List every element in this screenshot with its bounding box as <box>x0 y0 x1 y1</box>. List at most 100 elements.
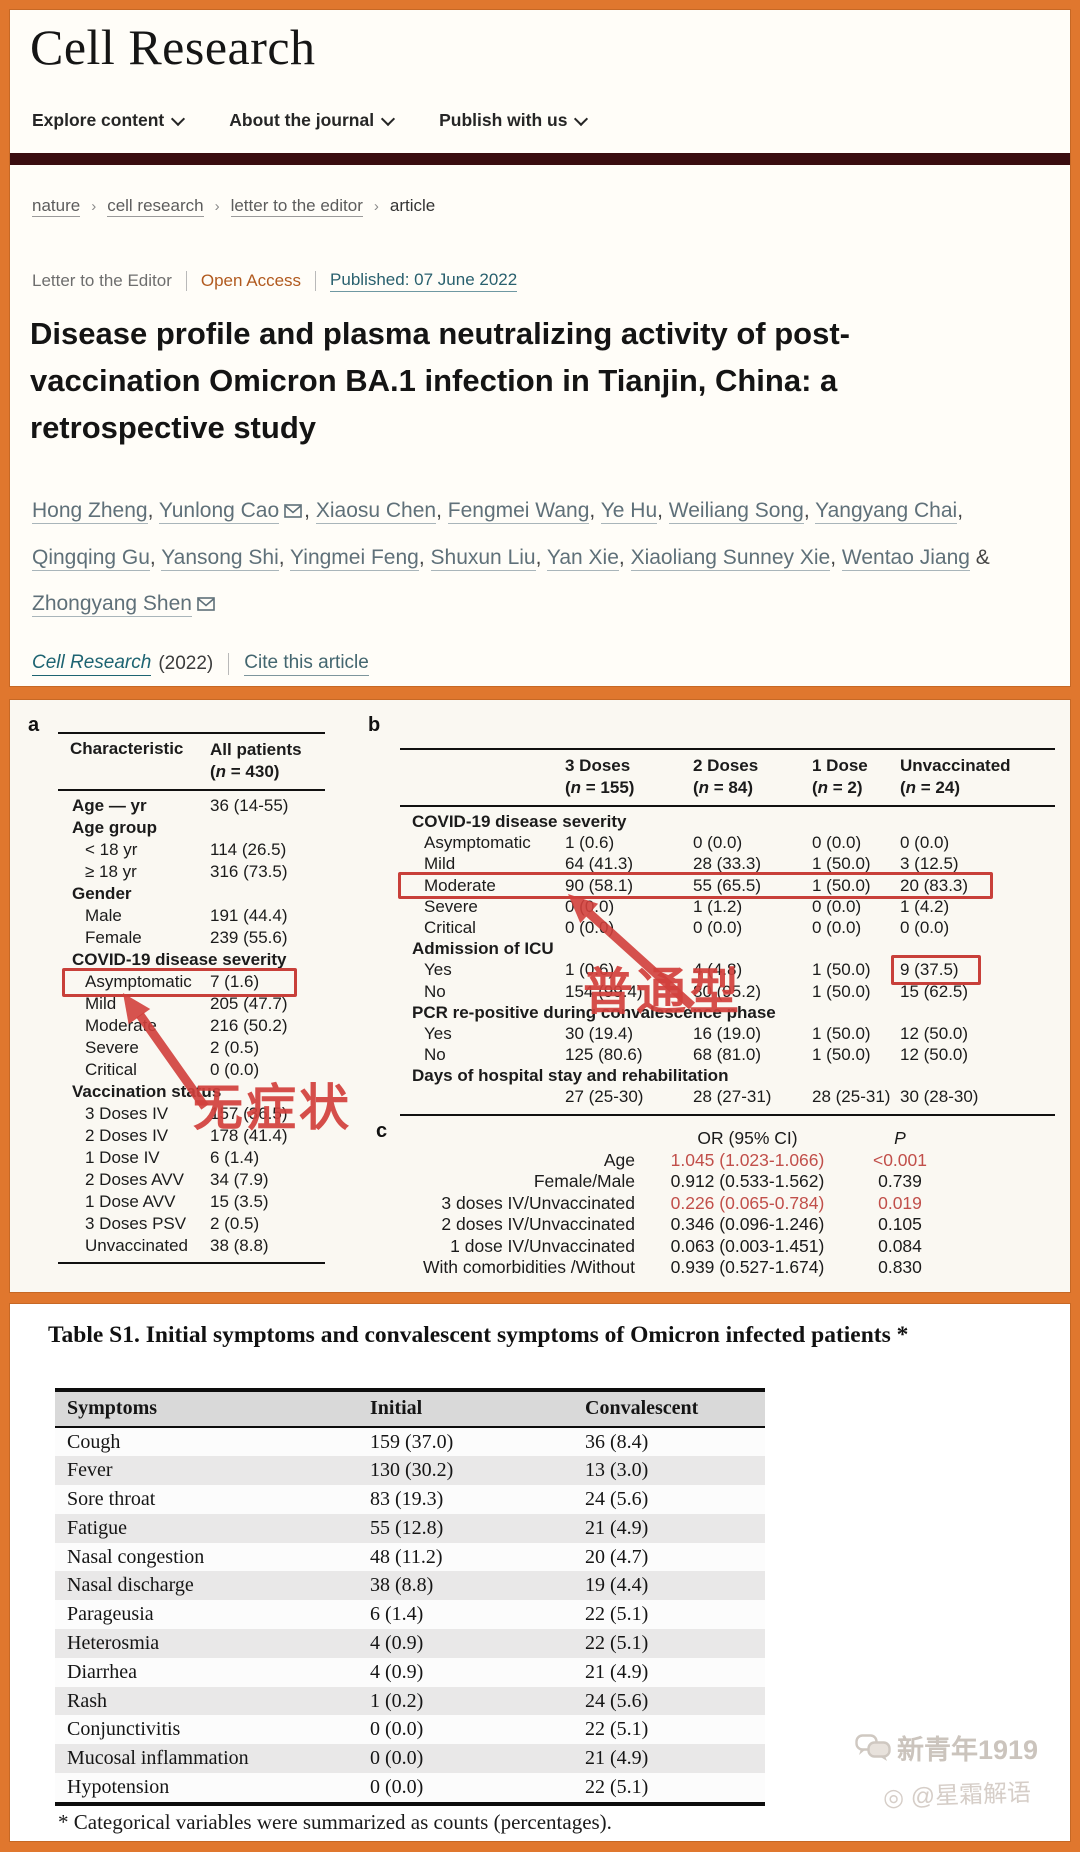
author-link[interactable]: Yunlong Cao <box>158 499 280 524</box>
author-link[interactable]: Zhongyang Shen <box>32 592 192 617</box>
row-label: Male <box>85 906 122 925</box>
cell-value: 36 (8.4) <box>585 1430 649 1453</box>
table-row: Male 191 (44.4) <box>58 905 325 927</box>
author-link[interactable]: Wentao Jiang <box>841 546 970 571</box>
author-link[interactable]: Weiliang Song <box>668 499 804 524</box>
journal-page-panel: Cell Research Explore content About the j… <box>10 10 1070 686</box>
table-row: 2 Doses AVV 34 (7.9) <box>58 1169 325 1191</box>
cell-value: 1 (50.0) <box>812 981 871 1001</box>
author-link[interactable]: Qingqing Gu <box>32 546 150 571</box>
author-link[interactable]: Yingmei Feng <box>290 546 419 571</box>
row-value: 205 (47.7) <box>210 994 288 1013</box>
author-entry: Fengmei Wang, <box>447 499 601 524</box>
symptom-name: Hypotension <box>67 1776 170 1799</box>
header-spacer <box>400 755 565 799</box>
row-label: Critical <box>85 1060 137 1079</box>
author-link[interactable]: Xiaosu Chen <box>315 499 437 524</box>
figure-panel: a b c Characteristic All patients (n = 430… <box>10 700 1070 1292</box>
table-row: Critical 0 (0.0) 0 (0.0) 0 (0.0) 0 (0.0) <box>400 917 1055 938</box>
row-value: 239 (55.6) <box>210 928 288 947</box>
table-b-header: 3 Doses (n = 155) 2 Doses (n = 84) 1 Dose (n … <box>400 750 1055 807</box>
row-label: 2 Doses IV <box>85 1126 169 1145</box>
table-row: Female/Male 0.912 (0.533-1.562) 0.739 <box>395 1171 940 1193</box>
table-row: Nasal discharge 38 (8.8) 19 (4.4) <box>55 1571 765 1601</box>
row-value: 0 (0.0) <box>210 1060 260 1079</box>
column-header-unvaccinated: Unvaccinated (n = 24) <box>900 756 1011 797</box>
citation-divider <box>228 653 230 675</box>
cite-this-article-link[interactable]: Cite this article <box>244 652 369 676</box>
breadcrumb-item-letter-to-the-editor[interactable]: letter to the editor <box>230 196 363 217</box>
breadcrumb-separator: › <box>91 198 97 215</box>
cell-value: 9 (37.5) <box>891 955 1055 985</box>
odds-ratio-table: OR (95% CI) P Age 1.045 (1.023-1.066) <0.001… <box>395 1128 940 1279</box>
row-label: Vaccination status <box>72 1082 222 1101</box>
journal-link[interactable]: Cell Research <box>32 652 152 676</box>
nav-item-explore-content[interactable]: Explore content <box>32 110 186 131</box>
author-link[interactable]: Xiaoliang Sunney Xie <box>630 546 831 571</box>
open-access-label: Open Access <box>200 271 302 290</box>
row-value: 2 (0.5) <box>210 1214 260 1233</box>
cell-value: 0 (0.0) <box>812 896 862 916</box>
cell-value: 28 (33.3) <box>693 854 762 874</box>
supplementary-table-panel: Table S1. Initial symptoms and convalesc… <box>10 1304 1070 1841</box>
cell-value: 15 (62.5) <box>900 981 969 1001</box>
cell-value: 4 (0.9) <box>370 1632 424 1655</box>
row-label <box>400 1086 565 1107</box>
nav-item-publish-with-us[interactable]: Publish with us <box>439 110 589 131</box>
author-link[interactable]: Ye Hu <box>600 499 658 524</box>
cell-value: 80 (95.2) <box>693 981 762 1001</box>
author-link[interactable]: Yansong Shi <box>161 546 279 571</box>
author-entry: Ye Hu, <box>600 499 669 524</box>
symptom-name: Heterosmia <box>67 1632 160 1655</box>
row-label: Female/Male <box>533 1171 635 1191</box>
row-label: Mild <box>424 854 456 874</box>
email-icon[interactable] <box>284 489 302 535</box>
cell-value: 0 (0.0) <box>900 917 950 937</box>
cell-value: 68 (81.0) <box>693 1045 762 1065</box>
cell-value: 0 (0.0) <box>693 833 743 853</box>
cell-value: 4 (4.8) <box>693 960 743 980</box>
figure-label-a: a <box>28 714 40 736</box>
cell-value: 30 (19.4) <box>565 1023 634 1043</box>
main-nav: Explore content About the journal Publish … <box>32 110 589 131</box>
annotation-moderate-cn: 普通型 <box>583 964 742 1020</box>
row-label: 3 Doses IV <box>85 1104 169 1123</box>
cell-value: 16 (19.0) <box>693 1023 762 1043</box>
author-link[interactable]: Hong Zheng <box>32 499 148 524</box>
breadcrumb-item-nature[interactable]: nature <box>32 196 81 217</box>
journal-logo[interactable]: Cell Research <box>30 19 316 75</box>
cell-value: 0 (0.0) <box>693 917 743 937</box>
table-row: Moderate 90 (58.1) 55 (65.5) 1 (50.0) 20 (83… <box>398 871 1055 899</box>
author-link[interactable]: Yan Xie <box>546 546 619 571</box>
author-link[interactable]: Shuxun Liu <box>430 546 536 571</box>
nav-item-label: Publish with us <box>439 110 568 130</box>
row-label: Unvaccinated <box>85 1236 189 1255</box>
or-value: 0.346 (0.096-1.246) <box>670 1214 825 1234</box>
breadcrumb-item-cell-research[interactable]: cell research <box>107 196 204 217</box>
p-value: 0.830 <box>878 1257 922 1277</box>
table-row: Hypotension 0 (0.0) 22 (5.1) <box>55 1773 765 1802</box>
cell-value: 22 (5.1) <box>585 1718 649 1741</box>
cell-value: 55 (65.5) <box>693 875 762 895</box>
row-value: 191 (44.4) <box>210 906 288 925</box>
p-value: 0.739 <box>878 1171 922 1191</box>
email-icon[interactable] <box>197 582 215 628</box>
row-label: No <box>424 1045 446 1065</box>
nav-item-about-the-journal[interactable]: About the journal <box>229 110 396 131</box>
cell-value: 1 (4.2) <box>900 896 950 916</box>
row-label: Yes <box>424 1023 452 1043</box>
author-entry: Yansong Shi, <box>161 546 291 571</box>
table-row: Critical 0 (0.0) <box>58 1059 325 1081</box>
citation-row: Cell Research (2022) Cite this article <box>32 652 369 676</box>
author-link[interactable]: Yangyang Chai <box>815 499 958 524</box>
cell-value: 3 (12.5) <box>900 854 959 874</box>
row-value: 114 (26.5) <box>210 840 287 859</box>
symptom-name: Fatigue <box>67 1516 127 1539</box>
column-header-1-dose: 1 Dose (n = 2) <box>812 756 868 797</box>
published-date-link[interactable]: Published: 07 June 2022 <box>330 270 518 292</box>
cell-value: 21 (4.9) <box>585 1660 649 1683</box>
table-row: Nasal congestion 48 (11.2) 20 (4.7) <box>55 1542 765 1572</box>
column-header-characteristic: Characteristic <box>70 739 184 758</box>
row-value: 178 (41.4) <box>210 1126 288 1145</box>
author-link[interactable]: Fengmei Wang <box>447 499 590 524</box>
